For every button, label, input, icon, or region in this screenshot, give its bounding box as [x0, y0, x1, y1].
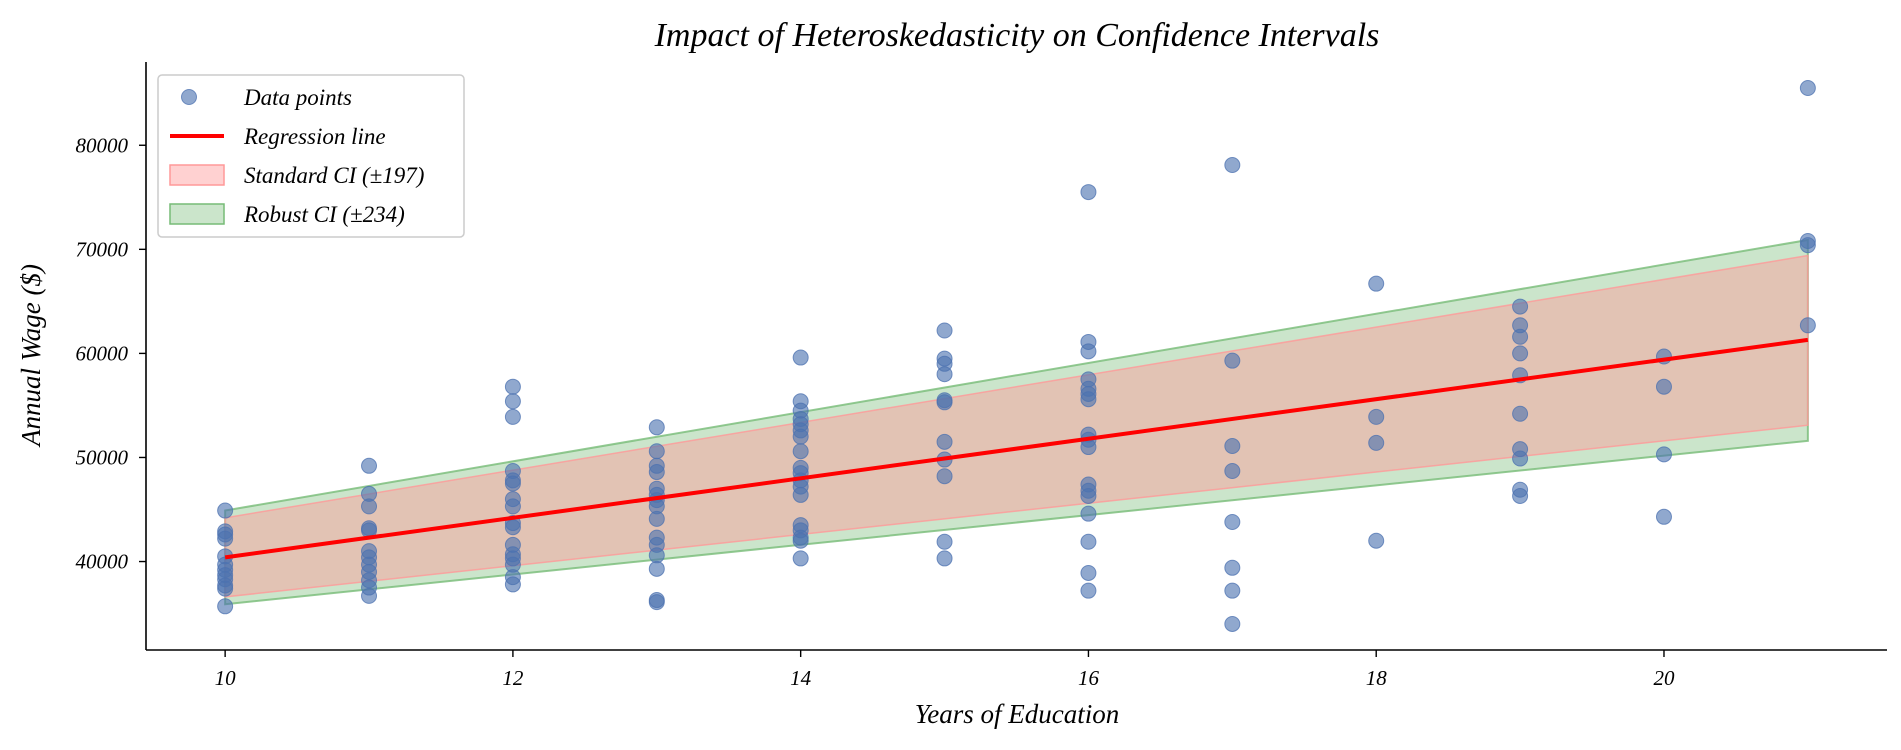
legend-entry-label: Standard CI (±197) — [244, 163, 424, 188]
data-point — [648, 510, 665, 527]
data-point — [504, 475, 521, 492]
data-point — [504, 498, 521, 515]
data-point — [648, 419, 665, 436]
data-point — [648, 443, 665, 460]
legend-entry-label: Data points — [243, 85, 352, 110]
data-point — [936, 468, 953, 485]
data-point — [1224, 582, 1241, 599]
data-point — [361, 457, 378, 474]
data-point — [936, 433, 953, 450]
data-point — [1224, 615, 1241, 632]
data-point — [1368, 408, 1385, 425]
data-point — [217, 502, 234, 519]
data-point — [1080, 343, 1097, 360]
data-point — [648, 560, 665, 577]
x-tick-label: 12 — [502, 666, 524, 690]
data-point — [1080, 439, 1097, 456]
data-point — [1512, 345, 1529, 362]
data-point — [1512, 450, 1529, 467]
data-point — [1224, 462, 1241, 479]
data-point — [936, 550, 953, 567]
data-point — [504, 408, 521, 425]
data-point — [1080, 487, 1097, 504]
data-point — [1080, 391, 1097, 408]
data-point — [792, 532, 809, 549]
chart-title: Impact of Heteroskedasticity on Confiden… — [654, 17, 1380, 54]
x-tick-label: 20 — [1653, 666, 1675, 690]
data-point — [792, 486, 809, 503]
y-tick-label: 60000 — [76, 341, 129, 365]
legend-entry-label: Robust CI (±234) — [243, 202, 405, 227]
data-point — [1080, 184, 1097, 201]
data-point — [648, 464, 665, 481]
data-point — [792, 349, 809, 366]
legend: Data points Regression line Standard CI (±… — [157, 74, 465, 238]
data-point — [936, 394, 953, 411]
data-point — [1368, 434, 1385, 451]
data-point — [648, 547, 665, 564]
data-point — [217, 580, 234, 597]
data-point — [1655, 508, 1672, 525]
legend-handle-data-points — [181, 89, 197, 105]
data-point — [504, 393, 521, 410]
data-point — [361, 587, 378, 604]
ci-bands — [224, 238, 1809, 606]
data-point — [217, 598, 234, 615]
data-point — [648, 594, 665, 611]
data-point — [936, 322, 953, 339]
data-point — [1655, 446, 1672, 463]
data-point — [936, 366, 953, 383]
legend-handle-standard-ci — [169, 164, 225, 186]
data-point — [1512, 328, 1529, 345]
data-point — [792, 443, 809, 460]
data-point — [504, 519, 521, 536]
data-point — [1512, 405, 1529, 422]
data-point — [1080, 564, 1097, 581]
y-tick-label: 40000 — [76, 550, 129, 574]
data-point — [936, 533, 953, 550]
data-point — [1512, 487, 1529, 504]
y-tick-label: 50000 — [76, 445, 129, 469]
regression-line-group — [224, 337, 1809, 560]
data-point — [1224, 559, 1241, 576]
data-point — [504, 378, 521, 395]
y-tick-label: 80000 — [76, 133, 129, 157]
data-point — [1799, 80, 1816, 97]
regression-line — [224, 337, 1809, 560]
data-point — [1512, 298, 1529, 315]
data-point — [1224, 157, 1241, 174]
x-tick-label: 14 — [790, 666, 812, 690]
data-point — [1224, 438, 1241, 455]
y-tick-label: 70000 — [76, 237, 129, 261]
data-point — [1224, 352, 1241, 369]
x-axis-label: Years of Education — [915, 699, 1120, 729]
data-point — [1224, 513, 1241, 530]
data-point — [792, 550, 809, 567]
legend-entry-label: Regression line — [243, 124, 386, 149]
data-point — [1080, 582, 1097, 599]
data-point — [361, 498, 378, 515]
data-point — [1080, 533, 1097, 550]
data-point — [217, 530, 234, 547]
y-axis-label: Annual Wage ($) — [16, 264, 46, 448]
x-tick-label: 10 — [215, 666, 237, 690]
legend-handle-robust-ci — [169, 203, 225, 225]
data-point — [1080, 505, 1097, 522]
x-tick-label: 18 — [1366, 666, 1388, 690]
data-point — [504, 576, 521, 593]
data-point — [1799, 317, 1816, 334]
axes: 10 12 14 16 18 20 40000 50000 60000 70000 80000 — [76, 62, 1887, 690]
x-tick-label: 16 — [1078, 666, 1100, 690]
data-point — [1655, 378, 1672, 395]
data-point — [1368, 532, 1385, 549]
data-point — [1799, 237, 1816, 254]
data-point — [792, 428, 809, 445]
legend-box — [157, 74, 465, 238]
data-point — [1368, 275, 1385, 292]
standard-ci-band — [224, 254, 1809, 598]
